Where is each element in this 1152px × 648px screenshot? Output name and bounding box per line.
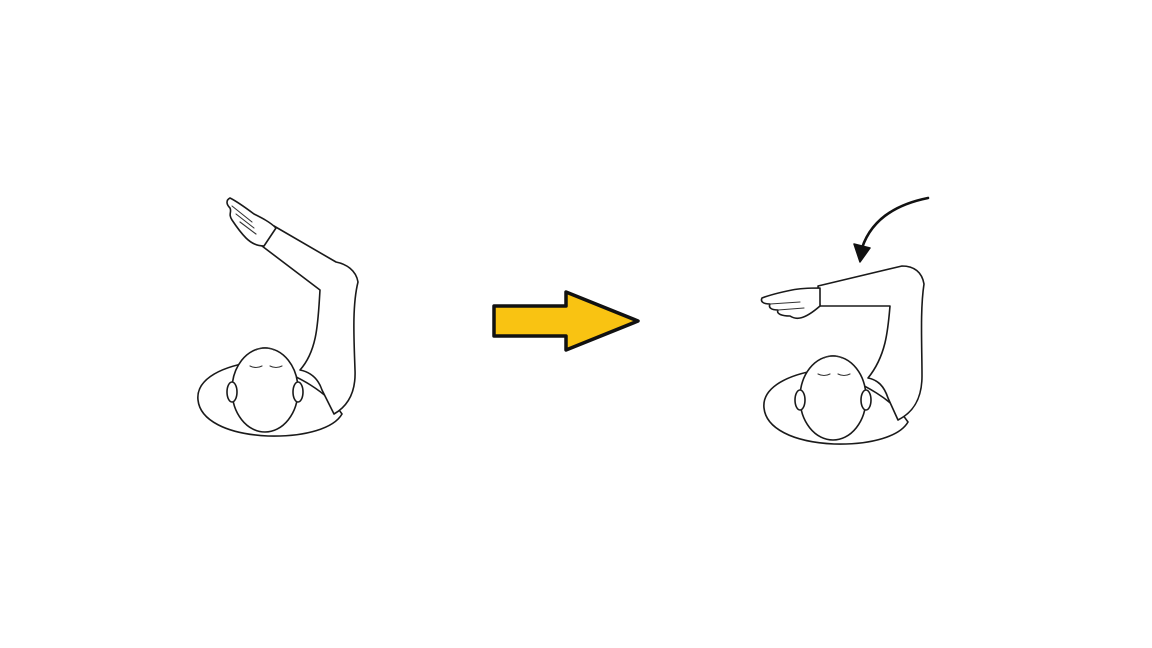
- curved-arrow-icon: [853, 196, 930, 263]
- right-arrow-icon: [492, 290, 640, 352]
- person-top-view-arm-raised-icon: [197, 197, 359, 437]
- person-top-view-arm-horizontal-icon: [760, 265, 925, 445]
